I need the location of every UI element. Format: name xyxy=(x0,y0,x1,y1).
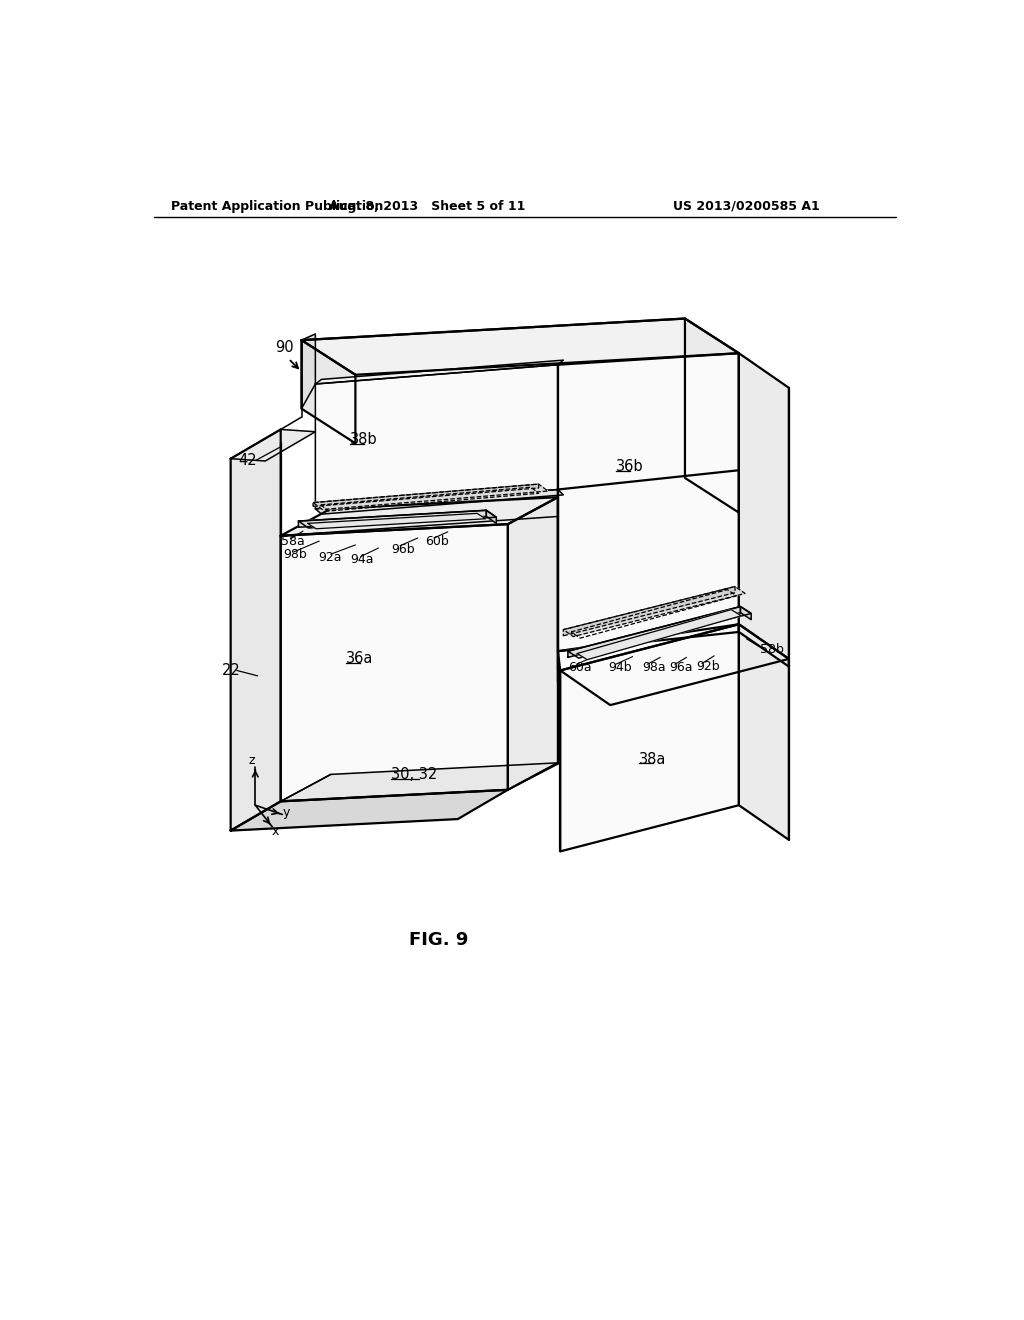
Polygon shape xyxy=(315,364,558,508)
Polygon shape xyxy=(739,624,788,840)
Polygon shape xyxy=(313,484,539,507)
Text: 36b: 36b xyxy=(615,459,643,474)
Polygon shape xyxy=(230,429,281,830)
Polygon shape xyxy=(313,484,548,510)
Text: 60b: 60b xyxy=(425,536,450,548)
Text: Aug. 8, 2013   Sheet 5 of 11: Aug. 8, 2013 Sheet 5 of 11 xyxy=(329,199,525,213)
Text: 60a: 60a xyxy=(568,661,592,675)
Polygon shape xyxy=(740,607,752,619)
Polygon shape xyxy=(560,624,739,851)
Text: 58b: 58b xyxy=(761,643,784,656)
Text: US 2013/0200585 A1: US 2013/0200585 A1 xyxy=(673,199,820,213)
Polygon shape xyxy=(301,341,355,444)
Polygon shape xyxy=(685,318,739,512)
Text: 96b: 96b xyxy=(391,543,415,556)
Polygon shape xyxy=(563,586,745,636)
Polygon shape xyxy=(315,490,563,515)
Polygon shape xyxy=(301,318,739,375)
Text: 98a: 98a xyxy=(642,661,666,675)
Text: 30, 32: 30, 32 xyxy=(391,767,437,781)
Polygon shape xyxy=(307,513,485,529)
Text: 94b: 94b xyxy=(608,661,632,675)
Text: Patent Application Publication: Patent Application Publication xyxy=(171,199,383,213)
Polygon shape xyxy=(230,789,508,830)
Text: 92b: 92b xyxy=(696,660,720,673)
Text: z: z xyxy=(249,754,255,767)
Polygon shape xyxy=(560,624,788,705)
Text: 98b: 98b xyxy=(283,548,307,561)
Polygon shape xyxy=(298,511,486,527)
Text: 36a: 36a xyxy=(346,651,374,667)
Text: 90: 90 xyxy=(275,339,294,355)
Text: 38a: 38a xyxy=(639,751,667,767)
Text: FIG. 9: FIG. 9 xyxy=(409,931,468,949)
Polygon shape xyxy=(281,763,558,801)
Text: 42: 42 xyxy=(239,453,257,467)
Polygon shape xyxy=(486,511,497,524)
Polygon shape xyxy=(315,360,563,384)
Text: 94a: 94a xyxy=(350,553,374,566)
Polygon shape xyxy=(301,334,315,409)
Text: x: x xyxy=(271,825,279,838)
Polygon shape xyxy=(739,354,788,667)
Polygon shape xyxy=(281,524,508,801)
Polygon shape xyxy=(568,607,740,657)
Polygon shape xyxy=(298,511,497,528)
Polygon shape xyxy=(281,498,558,536)
Text: 58a: 58a xyxy=(281,536,304,548)
Polygon shape xyxy=(563,586,735,636)
Polygon shape xyxy=(230,429,315,461)
Text: 92a: 92a xyxy=(318,550,342,564)
Polygon shape xyxy=(568,607,752,659)
Text: 96a: 96a xyxy=(670,661,693,675)
Text: 22: 22 xyxy=(221,663,241,678)
Polygon shape xyxy=(578,610,741,660)
Text: y: y xyxy=(283,807,290,820)
Text: 38b: 38b xyxy=(350,432,378,447)
Polygon shape xyxy=(558,354,739,651)
Polygon shape xyxy=(508,498,558,789)
